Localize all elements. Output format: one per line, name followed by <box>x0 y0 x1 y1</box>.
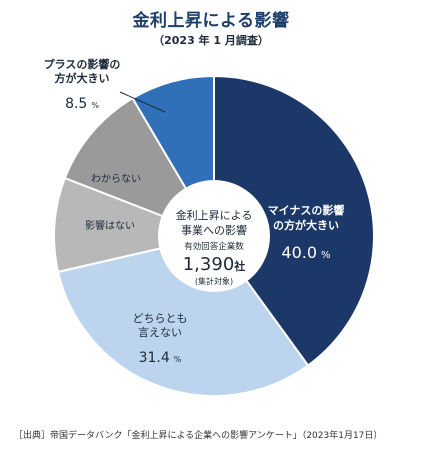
callout-line <box>119 91 166 113</box>
chart-title: 金利上昇による影響 <box>132 11 290 31</box>
center-count-unit: 社 <box>233 259 245 273</box>
source-footer: ［出典］帝国データバンク「金利上昇による企業への影響アンケート」（2023年1月… <box>14 431 383 441</box>
slice-label-2-line-2: 言えない <box>138 326 182 339</box>
slice-value-5: 8.5% <box>65 96 99 112</box>
center-circle <box>158 180 270 292</box>
slice-label-1-line-1: マイナスの影響 <box>268 203 345 217</box>
center-line1: 金利上昇による <box>176 208 253 222</box>
chart-subtitle: （2023 年 1 月調査） <box>153 34 269 47</box>
pie-slice-1 <box>213 74 375 367</box>
center-count-value: 1,390 <box>183 254 235 275</box>
pie-slice-2 <box>56 234 310 397</box>
slice-label-2-line-1: どちらとも <box>133 312 188 325</box>
center-line3: 有効回答企業数 <box>184 241 244 252</box>
pie-slice-3 <box>53 176 218 274</box>
slice-value-1: 40.0% <box>281 243 330 262</box>
slice-label-5-line-1: プラスの影響の <box>44 57 121 71</box>
slice-label-5-line-2: 方が大きい <box>55 71 110 85</box>
slice-label-1-line-2: の方が大きい <box>273 218 339 232</box>
center-line2: 事業への影響 <box>181 223 247 237</box>
slice-value-2: 31.4% <box>139 350 182 366</box>
center-count: 1,390社 <box>183 254 246 275</box>
slice-label-3-line-1: 影響はない <box>85 219 135 232</box>
slice-label-4-line-1: わからない <box>91 173 141 185</box>
center-line4: (集計対象) <box>195 276 233 286</box>
